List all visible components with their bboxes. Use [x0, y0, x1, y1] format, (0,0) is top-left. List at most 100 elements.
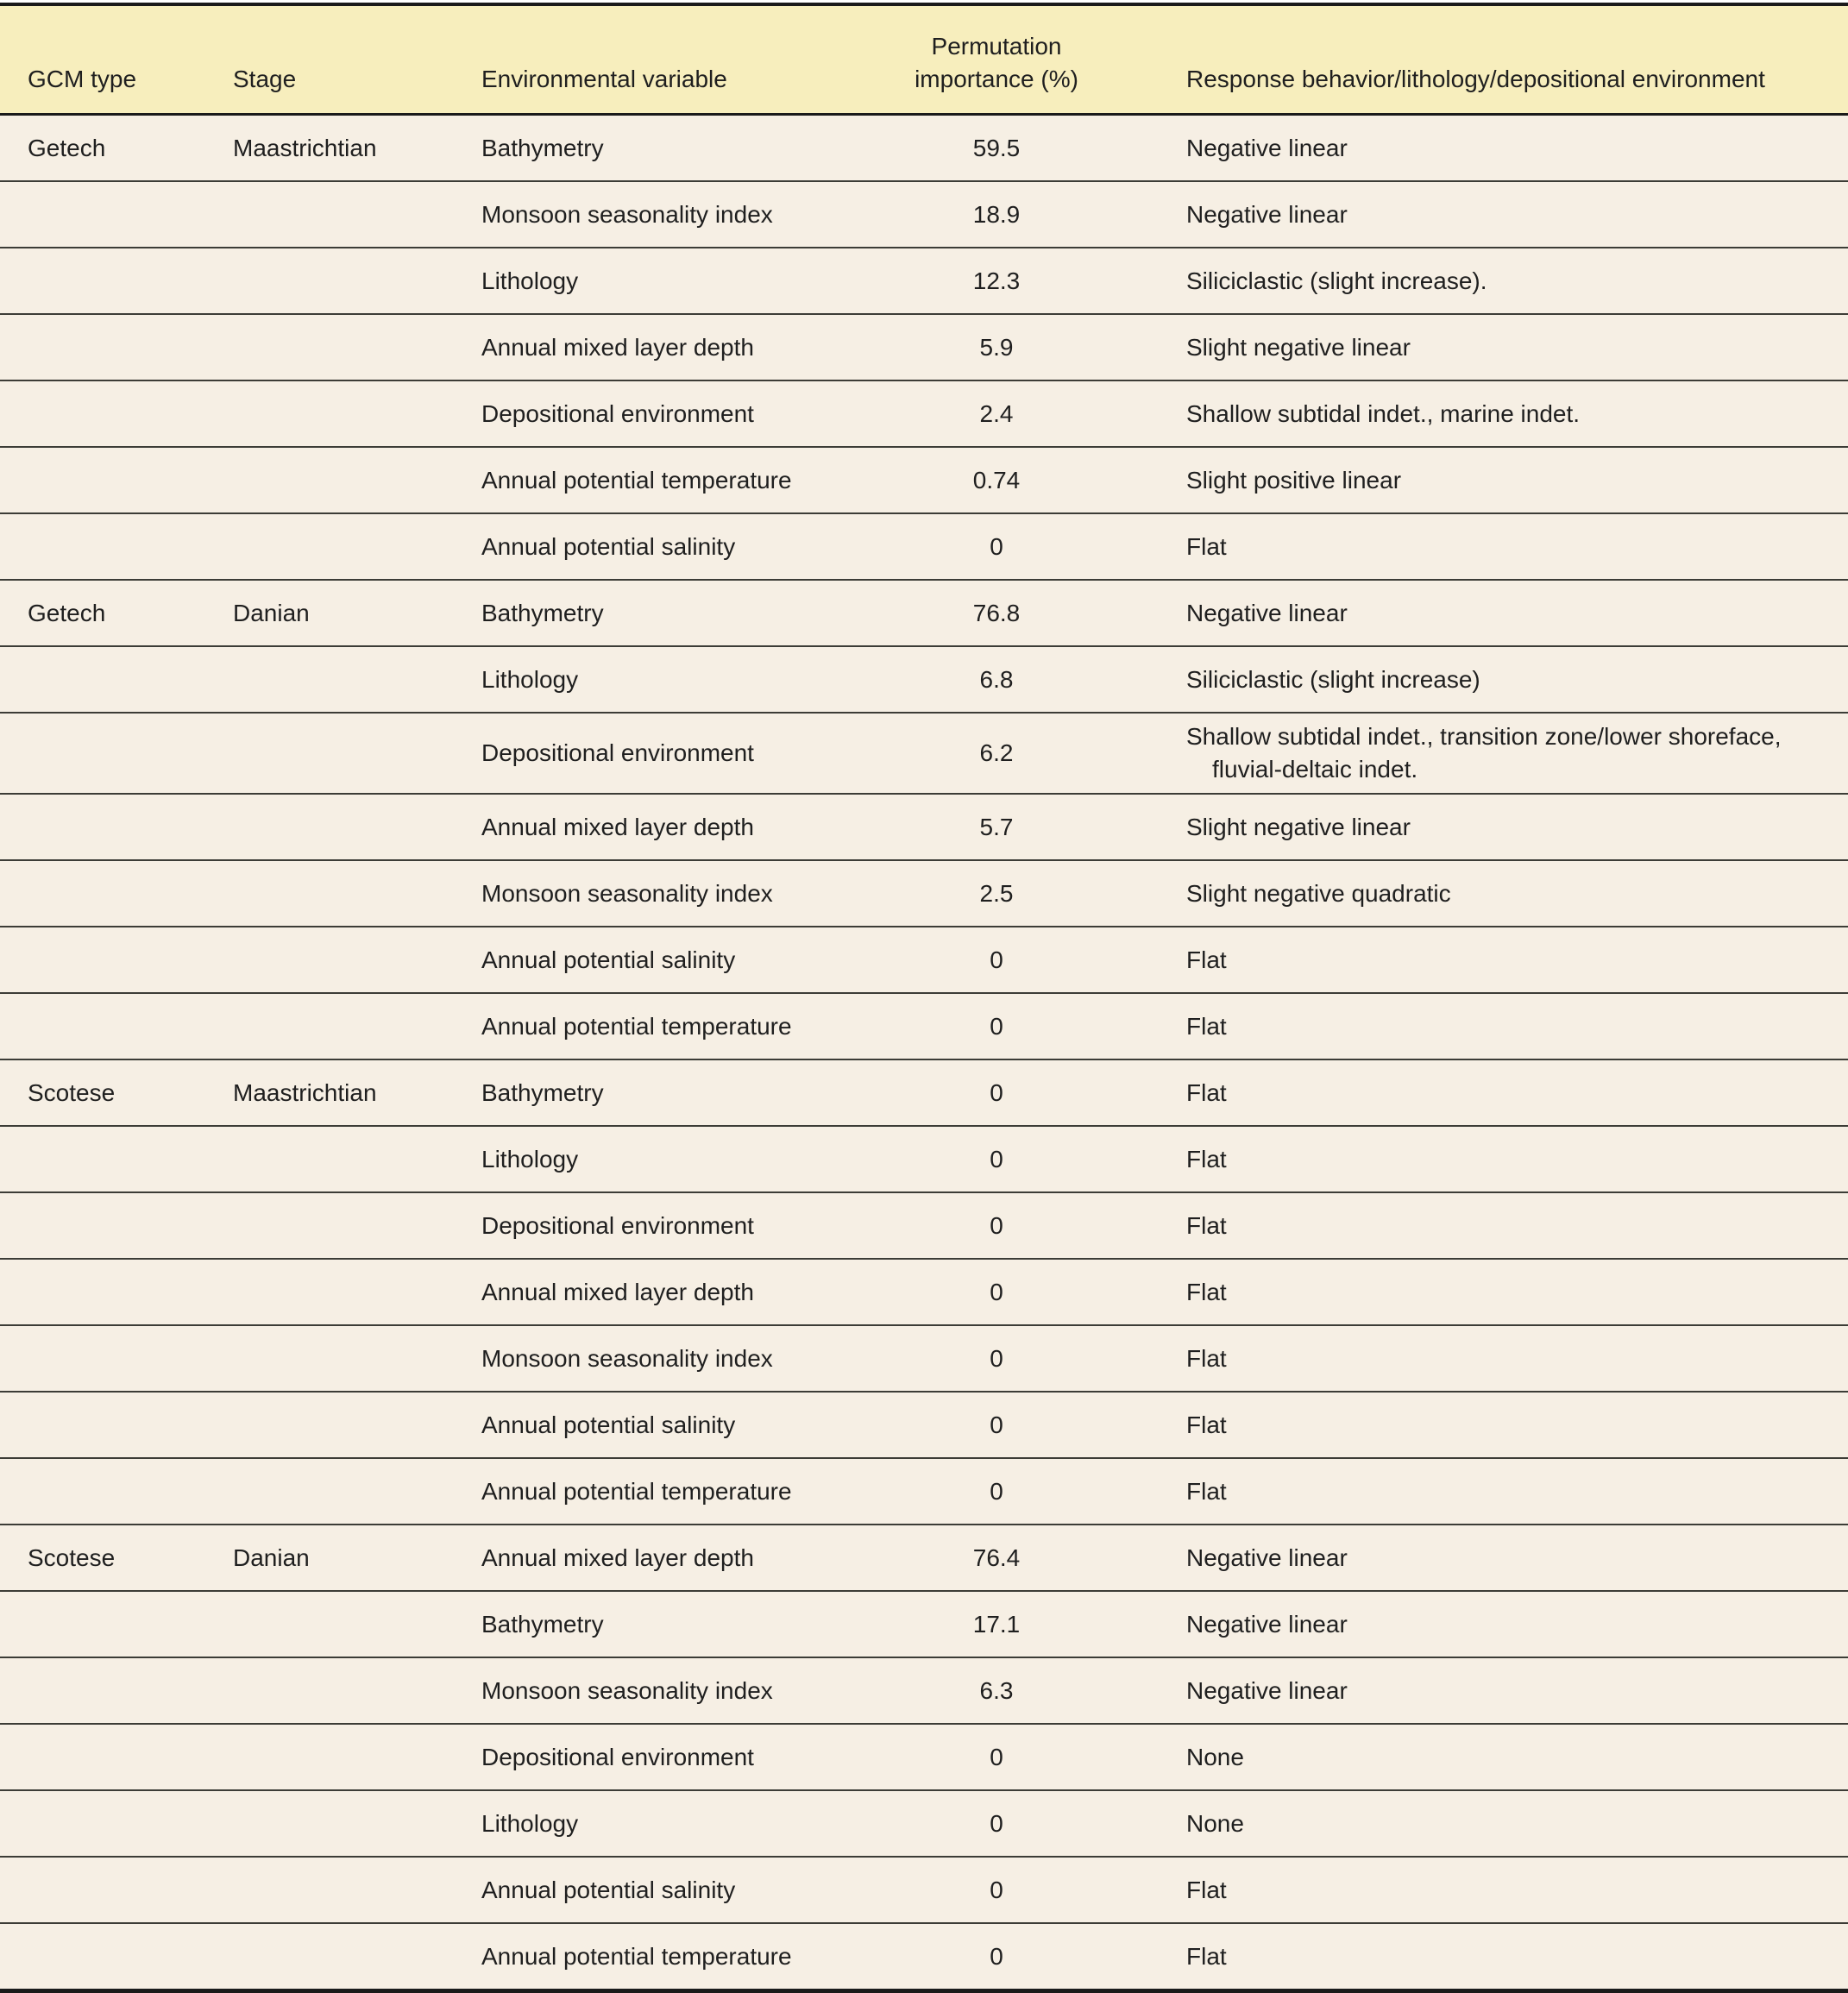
cell-response-behavior: Slight positive linear: [1130, 447, 1848, 514]
cell-stage: [216, 1923, 457, 1991]
cell-permutation-importance: 2.5: [863, 860, 1130, 927]
cell-permutation-importance: 12.3: [863, 248, 1130, 315]
cell-response-behavior: Flat: [1130, 993, 1848, 1060]
header-row: GCM type Stage Environmental variable Pe…: [0, 4, 1848, 116]
cell-stage: [216, 794, 457, 861]
cell-gcm-type: Getech: [0, 114, 216, 182]
cell-gcm-type: [0, 1790, 216, 1858]
cell-gcm-type: Getech: [0, 580, 216, 647]
cell-gcm-type: [0, 1724, 216, 1791]
cell-stage: [216, 1458, 457, 1525]
cell-permutation-importance: 0: [863, 1857, 1130, 1924]
cell-gcm-type: [0, 1192, 216, 1260]
cell-permutation-importance: 0: [990, 1942, 1003, 1970]
cell-gcm-type: [0, 314, 216, 381]
cell-environmental-variable: Annual potential temperature: [481, 1942, 792, 1970]
cell-gcm-type: [0, 380, 216, 448]
table-row: Scotese Maastrichtian Bathymetry 0 Flat: [0, 1059, 1848, 1127]
cell-response-behavior: Shallow subtidal indet., marine indet.: [1130, 380, 1848, 448]
cell-stage: [216, 248, 457, 315]
cell-environmental-variable: Depositional environment: [457, 713, 863, 795]
cell-response-behavior: Flat: [1130, 513, 1848, 581]
cell-gcm-type: Scotese: [0, 1525, 216, 1592]
cell-environmental-variable: Monsoon seasonality index: [457, 1325, 863, 1393]
table-row: Monsoon seasonality index 6.3 Negative lin…: [0, 1657, 1848, 1725]
table-row: Bathymetry 17.1 Negative linear: [0, 1591, 1848, 1658]
table-body: Getech Maastrichtian Bathymetry 59.5 Negativ…: [0, 114, 1848, 1991]
table-row: Annual potential temperature 0.74 Slight p…: [0, 447, 1848, 514]
cell-permutation-importance: 0: [863, 1059, 1130, 1127]
cell-permutation-importance: 6.8: [863, 646, 1130, 714]
table-row: Annual mixed layer depth 5.7 Slight negati…: [0, 794, 1848, 861]
cell-gcm-type: [0, 794, 216, 861]
cell-environmental-variable: Monsoon seasonality index: [457, 1657, 863, 1725]
cell-stage: [216, 1724, 457, 1791]
cell-response-behavior: Siliciclastic (slight increase).: [1130, 248, 1848, 315]
cell-gcm-type: [0, 248, 216, 315]
cell-environmental-variable: Annual mixed layer depth: [457, 1525, 863, 1592]
cell-response-behavior: Flat: [1130, 1325, 1848, 1393]
cell-response-behavior: Flat: [1130, 1059, 1848, 1127]
cell-permutation-importance: 2.4: [863, 380, 1130, 448]
cell-permutation-importance: 0: [863, 993, 1130, 1060]
cell-gcm-type: [0, 1591, 216, 1658]
cell-permutation-importance: 0: [863, 1724, 1130, 1791]
cell-environmental-variable: Bathymetry: [457, 1059, 863, 1127]
cell-response-behavior: Slight negative quadratic: [1130, 860, 1848, 927]
cell-environmental-variable: Bathymetry: [457, 114, 863, 182]
cell-permutation-importance: 5.9: [863, 314, 1130, 381]
cell-stage: [216, 1126, 457, 1193]
table-row: Monsoon seasonality index 0 Flat: [0, 1325, 1848, 1393]
cell-gcm-type: [0, 181, 216, 248]
cell-permutation-importance: 0: [863, 513, 1130, 581]
cell-response-behavior: Flat: [1130, 927, 1848, 994]
cell-gcm-type: [0, 860, 216, 927]
col-header-response-behavior: Response behavior/lithology/depositional…: [1130, 4, 1848, 116]
cell-gcm-type: [0, 927, 216, 994]
cell-response-behavior: Flat: [1130, 1259, 1848, 1326]
cell-permutation-importance: 0: [863, 1126, 1130, 1193]
cell-permutation-importance: 0: [863, 1192, 1130, 1260]
table-row: Lithology 12.3 Siliciclastic (slight incre…: [0, 248, 1848, 315]
table-row: Depositional environment 2.4 Shallow subti…: [0, 380, 1848, 448]
cell-response-behavior: Shallow subtidal indet., transition zone…: [1130, 713, 1848, 795]
cell-response-behavior: Flat: [1186, 1942, 1227, 1970]
cell-stage: [216, 646, 457, 714]
cell-gcm-type: [0, 1857, 216, 1924]
col-header-permutation-importance: Permutation importance (%): [863, 4, 1130, 116]
cell-response-behavior: Negative linear: [1130, 580, 1848, 647]
cell-permutation-importance: 17.1: [863, 1591, 1130, 1658]
cell-stage: [216, 181, 457, 248]
cell-response-behavior: Flat: [1130, 1857, 1848, 1924]
cell-stage: [216, 447, 457, 514]
cell-stage: Maastrichtian: [216, 114, 457, 182]
cell-gcm-type: [0, 1259, 216, 1326]
cell-stage: [216, 713, 457, 795]
cell-stage: Danian: [216, 580, 457, 647]
cell-response-behavior: Negative linear: [1130, 1591, 1848, 1658]
cell-permutation-importance: 0: [863, 927, 1130, 994]
cell-response-behavior: None: [1130, 1724, 1848, 1791]
cell-stage: [216, 1790, 457, 1858]
cell-environmental-variable: Bathymetry: [457, 1591, 863, 1658]
cell-response-behavior: Slight negative linear: [1130, 314, 1848, 381]
cell-response-behavior: Flat: [1130, 1392, 1848, 1459]
cell-environmental-variable: Lithology: [457, 646, 863, 714]
cell-environmental-variable: Annual mixed layer depth: [457, 1259, 863, 1326]
table-row: Annual potential temperature 0 Flat: [0, 1458, 1848, 1525]
cell-permutation-importance: 76.8: [863, 580, 1130, 647]
table-row: Annual potential salinity 0 Flat: [0, 1392, 1848, 1459]
cell-environmental-variable: Annual mixed layer depth: [457, 314, 863, 381]
col-header-gcm-type: GCM type: [0, 4, 216, 116]
cell-gcm-type: [0, 1923, 216, 1991]
table-row: Lithology 0 Flat: [0, 1126, 1848, 1193]
cell-environmental-variable: Depositional environment: [457, 1724, 863, 1791]
cell-stage: [216, 513, 457, 581]
cell-permutation-importance: 0: [863, 1325, 1130, 1393]
cell-environmental-variable: Annual potential salinity: [457, 513, 863, 581]
cell-environmental-variable: Bathymetry: [457, 580, 863, 647]
col-header-stage: Stage: [216, 4, 457, 116]
table-row: Annual potential salinity 0 Flat: [0, 927, 1848, 994]
table-row: Annual mixed layer depth 5.9 Slight negati…: [0, 314, 1848, 381]
cell-response-behavior: Negative linear: [1130, 181, 1848, 248]
